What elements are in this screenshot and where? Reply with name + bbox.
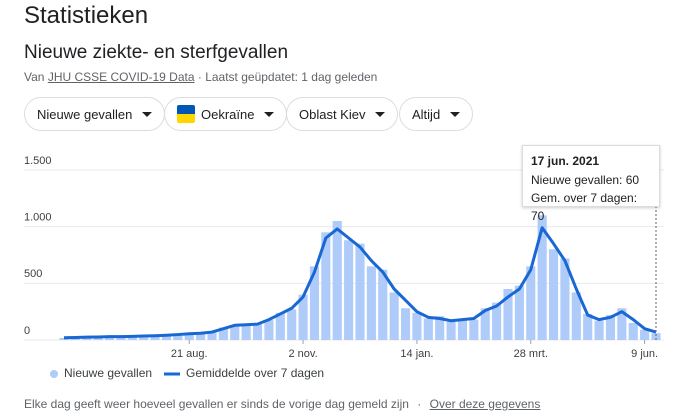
bar bbox=[332, 221, 342, 340]
y-tick-label: 1.000 bbox=[24, 212, 52, 224]
bar bbox=[218, 327, 228, 340]
bar bbox=[560, 258, 570, 340]
caret bbox=[375, 111, 386, 117]
bar bbox=[571, 292, 581, 340]
filter-label: Oblast Kiev bbox=[299, 106, 366, 122]
footer-link[interactable]: Over deze gegevens bbox=[429, 397, 541, 411]
y-tick-label: 1.500 bbox=[24, 155, 52, 167]
bar bbox=[287, 309, 297, 340]
filter-button[interactable]: Oblast Kiev bbox=[286, 97, 399, 131]
bar bbox=[617, 308, 627, 340]
bar bbox=[469, 319, 479, 340]
bar bbox=[640, 329, 650, 340]
filter-button[interactable]: Nieuwe gevallen bbox=[24, 97, 166, 131]
filter-button[interactable]: Oekraïne bbox=[164, 97, 288, 131]
bar bbox=[492, 302, 502, 340]
bar bbox=[412, 312, 422, 340]
bar bbox=[275, 312, 285, 340]
flag bbox=[177, 105, 195, 123]
bar bbox=[127, 336, 137, 340]
bar bbox=[355, 243, 365, 340]
bar bbox=[548, 249, 559, 340]
bar bbox=[537, 215, 547, 340]
bar bbox=[378, 269, 388, 340]
bar bbox=[321, 232, 331, 340]
bar bbox=[605, 315, 616, 340]
bar bbox=[457, 318, 468, 340]
x-tick-label: 2 nov. bbox=[288, 348, 317, 360]
bar bbox=[480, 308, 490, 340]
bar bbox=[389, 292, 399, 340]
footer: Elke dag geeft weer hoeveel gevallen er … bbox=[24, 397, 540, 411]
bar bbox=[366, 266, 376, 340]
bar bbox=[526, 266, 536, 340]
tooltip-line: Gem. over 7 dagen: 70 bbox=[531, 191, 638, 223]
separator: · bbox=[417, 397, 422, 411]
legend-label: Nieuwe gevallen bbox=[64, 366, 152, 380]
bar bbox=[139, 335, 149, 340]
bar bbox=[435, 316, 445, 340]
bar bbox=[59, 337, 69, 340]
bar bbox=[264, 320, 274, 340]
filter-button[interactable]: Altijd bbox=[399, 97, 474, 131]
y-tick-label: 0 bbox=[24, 325, 30, 337]
bar bbox=[230, 325, 240, 340]
bar bbox=[252, 324, 263, 340]
bar bbox=[116, 336, 126, 340]
filter-label: Nieuwe gevallen bbox=[37, 106, 133, 122]
source: Van JHU CSSE COVID-19 Data · Laatst geüp… bbox=[24, 70, 377, 84]
tooltip-date: 17 jun. 2021 bbox=[531, 154, 600, 168]
updated: · Laatst geüpdatet: 1 dag geleden bbox=[197, 70, 378, 84]
bar bbox=[514, 285, 524, 340]
bar bbox=[241, 324, 251, 340]
bar bbox=[82, 337, 92, 340]
chart: 0 500 1.000 1.500 21 aug. 2 nov. 14 jan. 28 mrt… bbox=[24, 150, 664, 380]
line bbox=[63, 226, 657, 340]
y-tick-label: 500 bbox=[24, 268, 42, 280]
bar bbox=[150, 336, 160, 340]
bar bbox=[651, 333, 661, 340]
bar bbox=[298, 294, 308, 340]
bar bbox=[583, 313, 593, 340]
bar bbox=[344, 240, 354, 340]
filter-label: Oekraïne bbox=[201, 106, 255, 122]
footer-text: Elke dag geeft weer hoeveel gevallen er … bbox=[24, 397, 409, 411]
bar bbox=[628, 323, 638, 340]
tooltip: 17 jun. 2021 Nieuwe gevallen: 60 Gem. ov… bbox=[522, 145, 660, 223]
x-tick-label: 9 jun. bbox=[631, 348, 658, 360]
bar bbox=[400, 308, 411, 340]
bar bbox=[503, 289, 513, 340]
legend-swatch bbox=[50, 370, 58, 378]
bar bbox=[104, 336, 115, 340]
bar bbox=[423, 318, 433, 340]
bar bbox=[446, 321, 456, 340]
source-link[interactable]: JHU CSSE COVID-19 Data bbox=[47, 70, 195, 84]
bar bbox=[309, 266, 320, 340]
tooltip-line: Nieuwe gevallen: 60 bbox=[531, 173, 640, 187]
bar bbox=[173, 334, 183, 340]
bar bbox=[161, 334, 172, 340]
source-prefix: Van bbox=[24, 70, 45, 84]
filter-label: Altijd bbox=[412, 106, 441, 122]
bar bbox=[594, 320, 604, 340]
x-tick-label: 21 aug. bbox=[171, 348, 208, 360]
section-title: Nieuwe ziekte- en sterfgevallen bbox=[24, 42, 289, 63]
legend-label: Gemiddelde over 7 dagen bbox=[186, 366, 324, 380]
x-tick-label: 14 jan. bbox=[400, 348, 433, 360]
caret bbox=[264, 111, 275, 117]
caret bbox=[142, 111, 153, 117]
bar bbox=[184, 334, 194, 340]
page-title: Statistieken bbox=[24, 2, 149, 29]
bar bbox=[207, 332, 217, 340]
bar bbox=[196, 332, 206, 340]
caret bbox=[450, 111, 461, 117]
x-tick-label: 28 mrt. bbox=[514, 348, 548, 360]
